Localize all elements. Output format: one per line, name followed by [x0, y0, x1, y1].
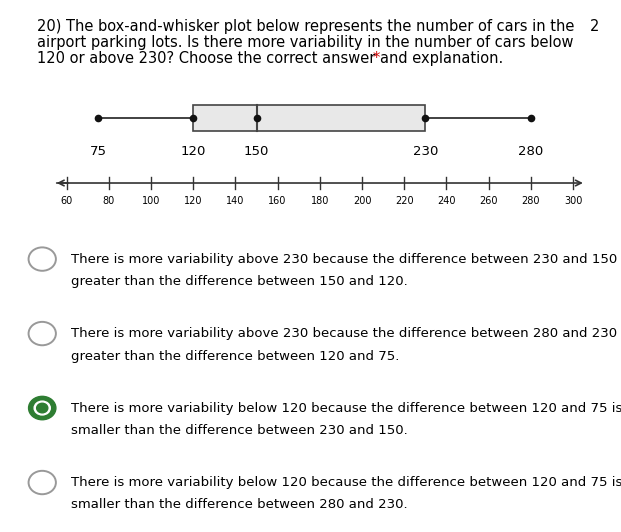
- Text: smaller than the difference between 280 and 230.: smaller than the difference between 280 …: [71, 498, 408, 511]
- Text: 300: 300: [564, 196, 582, 206]
- Text: 280: 280: [519, 145, 543, 158]
- Text: 150: 150: [244, 145, 269, 158]
- Text: 180: 180: [310, 196, 329, 206]
- Text: 120: 120: [181, 145, 206, 158]
- Text: 100: 100: [142, 196, 160, 206]
- Text: There is more variability below 120 because the difference between 120 and 75 is: There is more variability below 120 beca…: [71, 402, 621, 414]
- FancyBboxPatch shape: [193, 105, 425, 131]
- Text: 2: 2: [590, 19, 599, 34]
- Text: *: *: [373, 51, 380, 65]
- Text: 20) The box-and-whisker plot below represents the number of cars in the: 20) The box-and-whisker plot below repre…: [37, 19, 574, 34]
- Text: 260: 260: [479, 196, 498, 206]
- Text: 140: 140: [226, 196, 245, 206]
- Text: 220: 220: [395, 196, 414, 206]
- Text: 160: 160: [268, 196, 287, 206]
- Text: 280: 280: [522, 196, 540, 206]
- Text: 60: 60: [60, 196, 73, 206]
- Text: 80: 80: [102, 196, 115, 206]
- Text: smaller than the difference between 230 and 150.: smaller than the difference between 230 …: [71, 424, 408, 437]
- Text: 200: 200: [353, 196, 371, 206]
- Text: airport parking lots. Is there more variability in the number of cars below: airport parking lots. Is there more vari…: [37, 35, 574, 49]
- Text: 120: 120: [184, 196, 202, 206]
- Text: greater than the difference between 120 and 75.: greater than the difference between 120 …: [71, 350, 400, 362]
- Text: There is more variability above 230 because the difference between 280 and 230 i: There is more variability above 230 beca…: [71, 327, 621, 340]
- Text: There is more variability above 230 because the difference between 230 and 150 i: There is more variability above 230 beca…: [71, 253, 621, 265]
- Text: greater than the difference between 150 and 120.: greater than the difference between 150 …: [71, 275, 408, 288]
- Text: 230: 230: [412, 145, 438, 158]
- Text: 240: 240: [437, 196, 456, 206]
- Text: 75: 75: [89, 145, 107, 158]
- Text: There is more variability below 120 because the difference between 120 and 75 is: There is more variability below 120 beca…: [71, 476, 621, 489]
- Text: 120 or above 230? Choose the correct answer and explanation.: 120 or above 230? Choose the correct ans…: [37, 51, 508, 65]
